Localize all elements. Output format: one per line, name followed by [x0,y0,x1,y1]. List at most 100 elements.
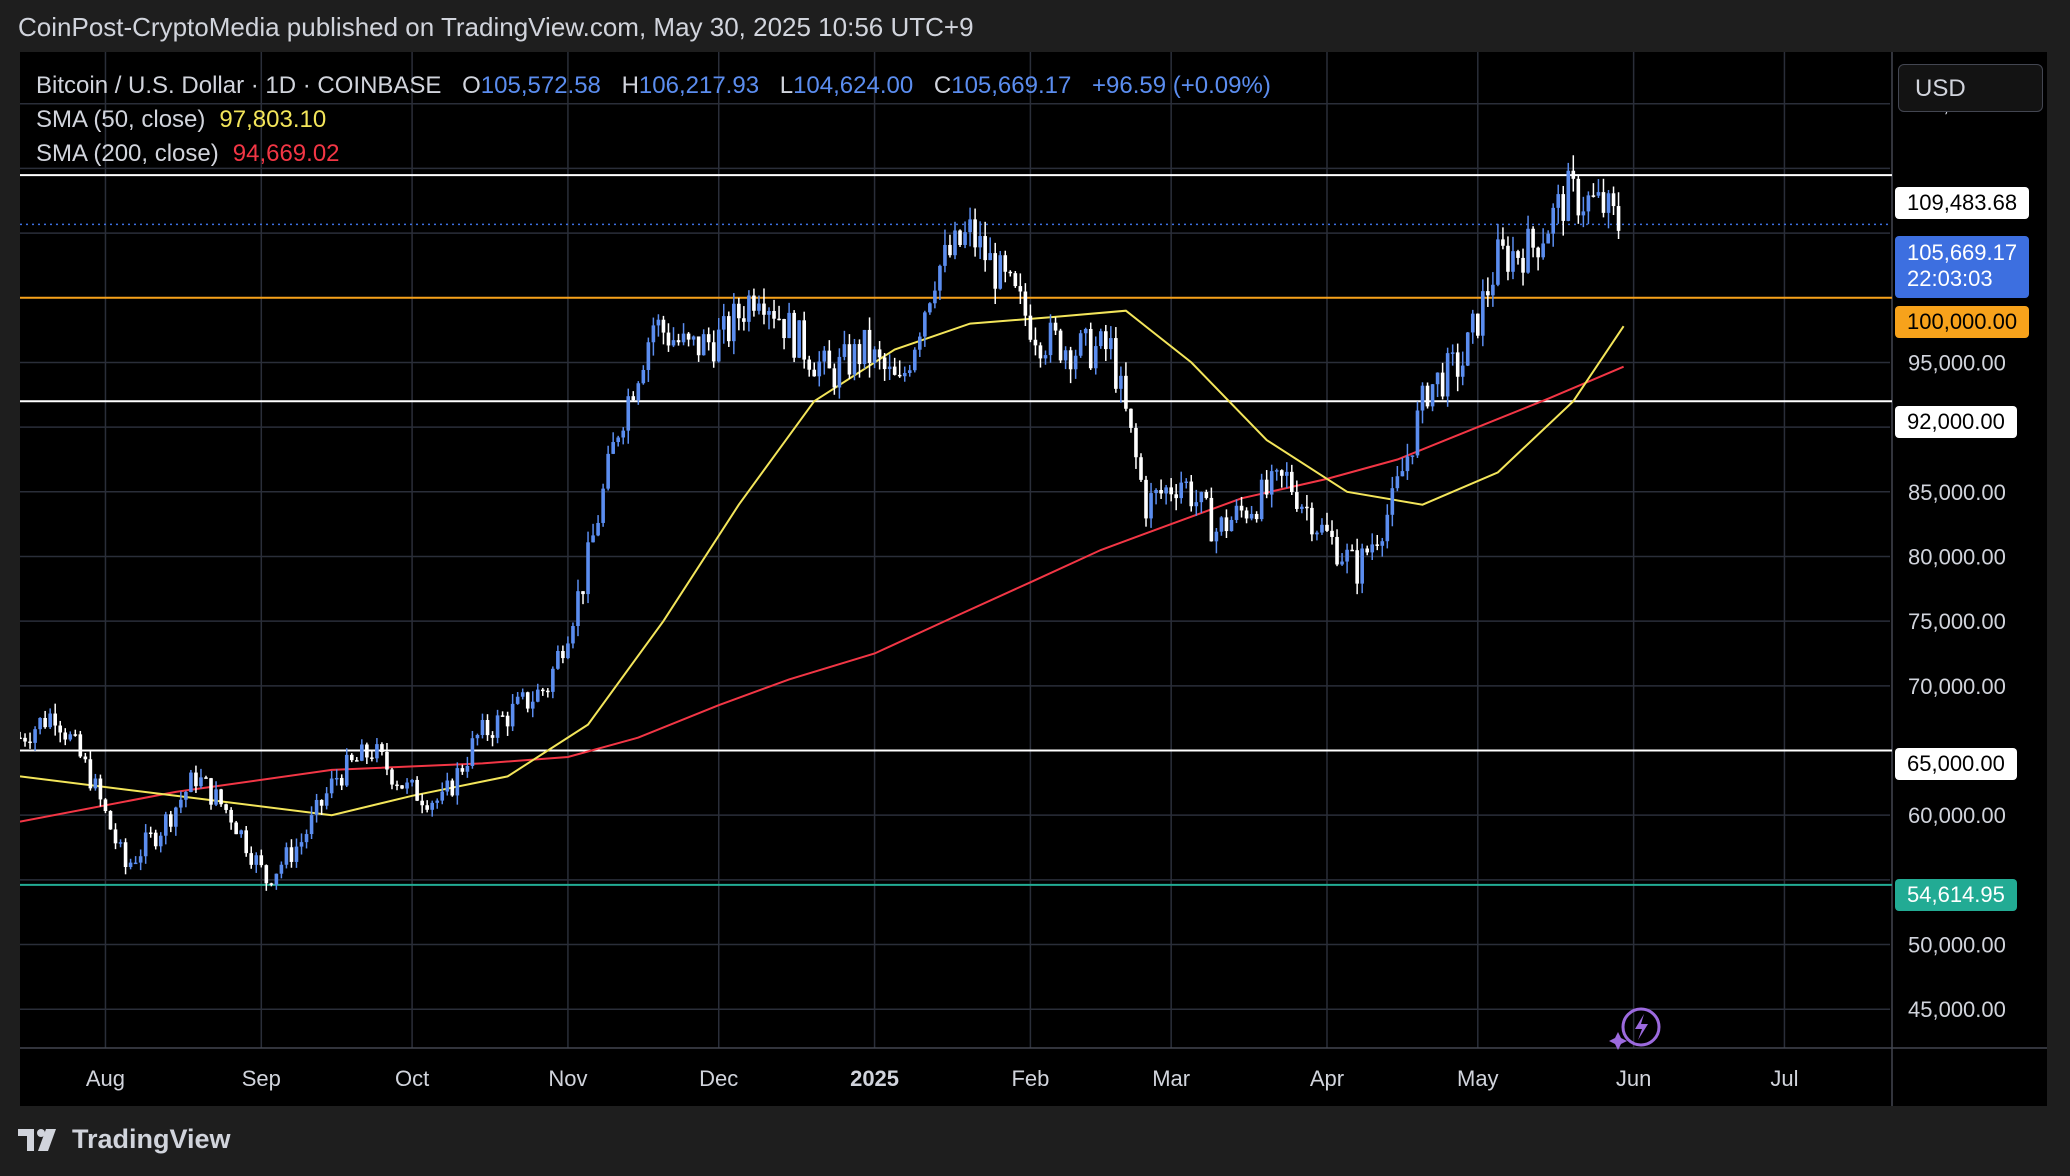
candle-body [1481,291,1485,336]
candle-body [1239,505,1244,511]
candle-body [872,349,877,364]
candle-body [1601,192,1606,213]
sma200-legend[interactable]: SMA (200, close) 94,669.02 [36,140,340,168]
candle-body [1576,178,1581,216]
candle-body [1119,375,1123,389]
time-tick-label: May [1457,1066,1499,1091]
candle-body [38,717,42,730]
candle-body [204,777,208,779]
candle-body [1174,494,1178,499]
sma50-label: SMA (50, close) [36,106,206,133]
candle-body [792,312,796,358]
high-value: 106,217.93 [638,72,760,99]
sma50-legend[interactable]: SMA (50, close) 97,803.10 [36,106,326,134]
candle-body [923,312,927,337]
high-label: H [621,72,639,99]
candle-body [716,329,721,362]
candle-body [1330,530,1334,537]
candle-body [344,754,349,786]
price-chart[interactable]: 115,000.0095,000.0090,000.0085,000.0080,… [20,52,2047,1106]
candle-body [1058,330,1063,361]
chart-panel[interactable] [20,52,2047,1106]
candle-body [1506,245,1510,272]
candle-body [1360,548,1364,584]
candle-body [143,832,148,857]
candle-body [892,366,897,375]
candle-body [686,333,691,340]
candle-body [601,488,605,523]
price-tick-label: 95,000.00 [1908,350,2006,375]
candle-body [1109,338,1113,350]
candle-body [465,765,470,772]
lightning-icon[interactable] [1608,1000,1666,1058]
publisher-header: CoinPost-CryptoMedia published on Tradin… [18,12,974,42]
candle-body [179,799,183,808]
candle-body [219,789,223,805]
candle-body [1008,271,1013,274]
time-tick-label: 2025 [850,1066,899,1091]
candle-body [525,692,530,709]
candle-body [646,342,651,370]
candle-body [1566,170,1571,221]
candle-body [118,842,123,844]
candle-body [133,862,138,865]
candle-body [1516,251,1520,258]
candle-body [23,737,27,742]
candle-body [561,650,565,659]
currency-button[interactable]: USD [1898,64,2043,112]
candle-body [1234,505,1239,520]
candle-body [1073,355,1078,370]
candle-body [1616,206,1621,231]
candle-body [958,230,962,245]
candles [20,155,1621,891]
candle-body [576,591,580,627]
candle-body [128,862,133,868]
candle-body [1164,487,1168,494]
candle-body [1124,375,1128,409]
candle-body [782,319,786,339]
candle-body [20,737,22,740]
candle-body [410,779,414,783]
candle-body [495,715,500,738]
candle-body [1028,315,1033,340]
candle-body [1541,243,1545,258]
candle-body [1144,479,1148,519]
candle-body [1315,532,1319,535]
candle-body [631,396,636,401]
chart-grid [20,52,2047,1106]
candle-body [696,336,701,356]
candle-body [1521,257,1525,273]
time-tick-label: Jun [1616,1066,1651,1091]
candle-body [224,804,228,810]
candle-body [721,316,726,330]
candle-body [435,800,440,803]
candle-body [1526,228,1530,273]
candle-body [1445,353,1450,397]
candle-body [169,814,173,827]
candle-body [897,374,902,377]
candle-body [1556,194,1561,208]
candle-body [349,754,354,761]
tradingview-brand: TradingView [72,1124,231,1154]
candle-body [757,303,761,311]
candle-body [184,792,188,800]
candle-body [370,757,374,759]
candle-body [194,772,198,787]
candle-body [1184,481,1189,484]
candle-body [1496,239,1500,285]
candle-body [983,236,987,261]
candle-body [1465,332,1470,366]
tradingview-logo[interactable]: TradingView [18,1124,231,1155]
time-tick-label: Nov [548,1066,587,1091]
candle-body [1365,548,1370,553]
candle-body [817,361,822,377]
candle-body [400,785,404,789]
candle-body [1114,338,1118,389]
candle-body [777,318,781,321]
candle-body [430,802,435,810]
candle-body [1279,470,1284,476]
candle-body [1410,455,1415,457]
candle-body [309,814,314,835]
candle-body [1244,510,1249,519]
candle-body [827,350,832,369]
